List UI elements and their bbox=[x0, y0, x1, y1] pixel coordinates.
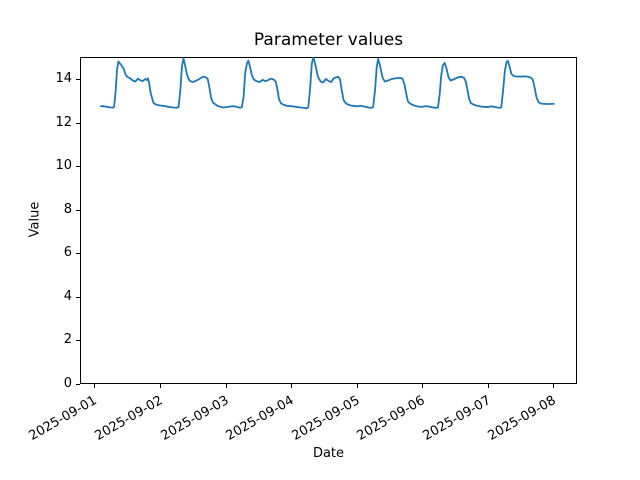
y-tick-mark bbox=[76, 123, 80, 124]
y-tick-label: 12 bbox=[55, 115, 72, 130]
x-tick-mark bbox=[488, 384, 489, 388]
y-tick-mark bbox=[76, 210, 80, 211]
x-axis-label: Date bbox=[312, 446, 345, 461]
y-tick-label: 2 bbox=[63, 332, 72, 347]
x-tick-mark bbox=[226, 384, 227, 388]
y-tick-mark bbox=[76, 384, 80, 385]
plot-area bbox=[80, 57, 577, 384]
chart-title: Parameter values bbox=[253, 30, 404, 50]
x-tick-mark bbox=[291, 384, 292, 388]
x-tick-mark bbox=[94, 384, 95, 388]
y-tick-mark bbox=[76, 79, 80, 80]
y-axis-label: Value bbox=[27, 201, 43, 238]
y-tick-label: 14 bbox=[55, 71, 72, 86]
plot-canvas bbox=[80, 57, 577, 384]
plot-border bbox=[80, 57, 577, 384]
y-tick-label: 8 bbox=[63, 202, 72, 217]
x-tick-mark bbox=[357, 384, 358, 388]
y-tick-label: 4 bbox=[63, 289, 72, 304]
y-tick-label: 10 bbox=[55, 158, 72, 173]
y-tick-mark bbox=[76, 340, 80, 341]
x-tick-mark bbox=[160, 384, 161, 388]
y-tick-mark bbox=[76, 166, 80, 167]
y-tick-label: 6 bbox=[63, 245, 72, 260]
y-tick-label: 0 bbox=[63, 376, 72, 391]
x-tick-mark bbox=[422, 384, 423, 388]
x-tick-mark bbox=[553, 384, 554, 388]
y-tick-mark bbox=[76, 297, 80, 298]
y-tick-mark bbox=[76, 253, 80, 254]
data-line bbox=[100, 57, 555, 110]
